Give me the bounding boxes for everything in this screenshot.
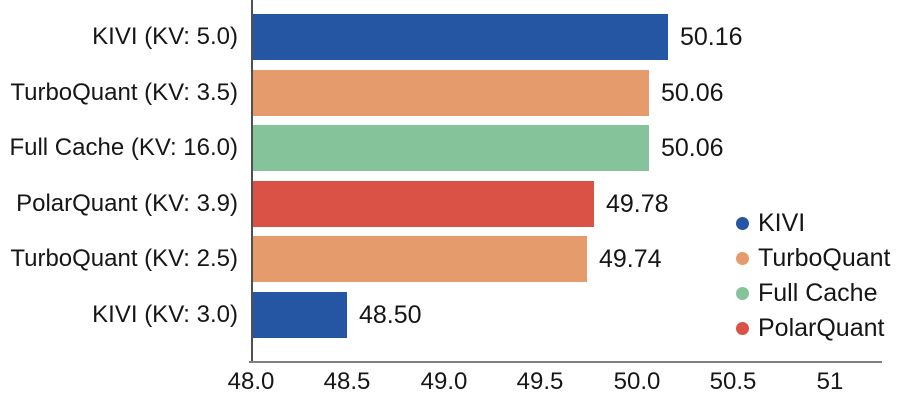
value-label: 50.06 bbox=[661, 79, 724, 107]
legend-label: KIVI bbox=[758, 209, 806, 237]
legend-label: PolarQuant bbox=[758, 314, 885, 342]
category-label: PolarQuant (KV: 3.9) bbox=[16, 190, 238, 217]
category-label: TurboQuant (KV: 2.5) bbox=[10, 245, 238, 272]
x-tick-label: 48.5 bbox=[323, 368, 371, 395]
legend-label: Full Cache bbox=[758, 279, 878, 307]
x-tick-label: 48.0 bbox=[227, 368, 275, 395]
y-axis-line bbox=[251, 0, 253, 363]
bar-kivi bbox=[253, 292, 347, 338]
legend-dot-icon bbox=[736, 322, 749, 335]
legend: KIVI TurboQuant Full Cache PolarQuant bbox=[736, 206, 890, 346]
x-tick-label: 50.5 bbox=[709, 368, 757, 395]
value-label: 49.78 bbox=[606, 190, 669, 218]
bar-full-cache bbox=[253, 125, 649, 171]
bar-turboquant bbox=[253, 236, 587, 282]
bar-polarquant bbox=[253, 181, 594, 227]
legend-item-full-cache: Full Cache bbox=[736, 276, 890, 311]
x-axis-line bbox=[249, 361, 882, 363]
category-label: KIVI (KV: 5.0) bbox=[92, 23, 238, 50]
category-label: Full Cache (KV: 16.0) bbox=[9, 134, 238, 161]
category-label: TurboQuant (KV: 3.5) bbox=[10, 79, 238, 106]
legend-dot-icon bbox=[736, 287, 749, 300]
value-label: 50.16 bbox=[680, 23, 743, 51]
category-label: KIVI (KV: 3.0) bbox=[92, 301, 238, 328]
bar-kivi bbox=[253, 14, 668, 60]
x-tick-label: 49.0 bbox=[420, 368, 468, 395]
bar-turboquant bbox=[253, 70, 649, 116]
legend-dot-icon bbox=[736, 252, 749, 265]
value-label: 49.74 bbox=[599, 245, 662, 273]
legend-dot-icon bbox=[736, 217, 749, 230]
x-tick-label: 50.0 bbox=[613, 368, 661, 395]
value-label: 48.50 bbox=[359, 301, 422, 329]
legend-item-turboquant: TurboQuant bbox=[736, 241, 890, 276]
legend-item-polarquant: PolarQuant bbox=[736, 311, 890, 346]
legend-item-kivi: KIVI bbox=[736, 206, 890, 241]
x-tick-label: 51 bbox=[816, 368, 844, 395]
legend-label: TurboQuant bbox=[758, 244, 891, 272]
x-tick-label: 49.5 bbox=[516, 368, 564, 395]
value-label: 50.06 bbox=[661, 134, 724, 162]
